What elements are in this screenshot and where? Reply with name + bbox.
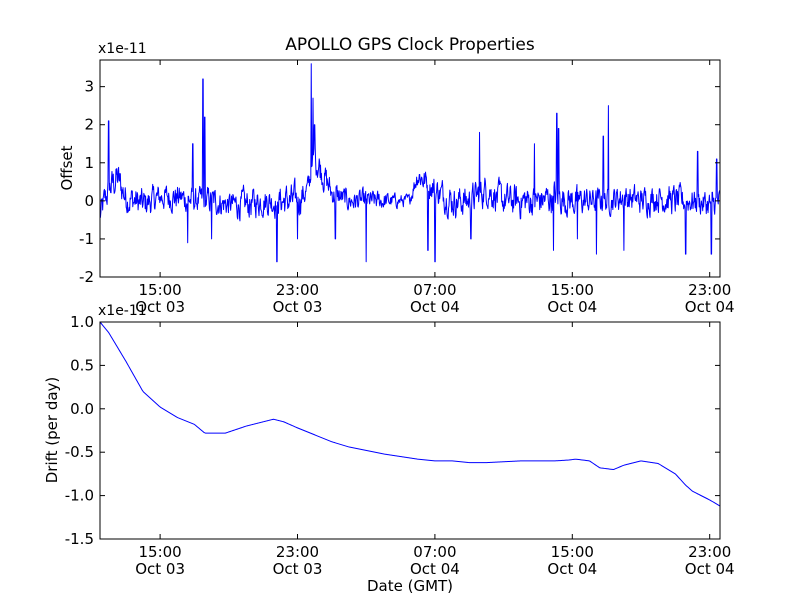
drift-series-line-0: [99, 321, 721, 507]
offset-x-tick-date: Oct 04: [685, 298, 735, 316]
offset-y-multiplier: x1e-11: [98, 41, 147, 57]
drift-axes-frame: [99, 321, 721, 540]
drift-y-axis-label: Drift (per day): [43, 377, 61, 484]
offset-x-tick-time: 15:00: [138, 281, 181, 299]
offset-y-tick-label: 3: [84, 78, 94, 96]
offset-x-tick-date: Oct 04: [547, 298, 597, 316]
offset-x-tick-time: 15:00: [551, 281, 594, 299]
offset-y-ticks: 3 2 1 0 -1 -2: [79, 78, 720, 286]
drift-x-axis-label: Date (GMT): [367, 577, 453, 595]
drift-y-ticks: 1.0 0.5 0.0 -0.5 -1.0 -1.5: [65, 313, 720, 548]
drift-y-tick-label: -1.0: [65, 487, 94, 505]
drift-x-tick-time: 15:00: [138, 543, 181, 561]
offset-series: [99, 63, 721, 263]
drift-x-tick-time: 23:00: [688, 543, 731, 561]
offset-x-tick-date: Oct 04: [410, 298, 460, 316]
offset-axes-frame: [99, 59, 721, 278]
offset-x-tick-time: 23:00: [688, 281, 731, 299]
drift-x-tick-date: Oct 03: [273, 560, 323, 578]
drift-series: [99, 321, 721, 507]
drift-x-tick-time: 15:00: [551, 543, 594, 561]
drift-x-tick-date: Oct 04: [547, 560, 597, 578]
drift-y-tick-label: -1.5: [65, 530, 94, 548]
drift-x-tick-date: Oct 04: [685, 560, 735, 578]
offset-x-tick-time: 23:00: [276, 281, 319, 299]
drift-y-tick-label: 1.0: [70, 313, 94, 331]
offset-y-axis-label: Offset: [58, 145, 76, 190]
drift-y-tick-label: 0.5: [70, 356, 94, 374]
offset-y-tick-label: 1: [84, 154, 94, 172]
offset-y-tick-label: -1: [79, 230, 94, 248]
offset-series-line-0: [99, 63, 721, 263]
offset-x-tick-date: Oct 03: [273, 298, 323, 316]
drift-x-tick-time: 07:00: [413, 543, 456, 561]
drift-x-tick-date: Oct 04: [410, 560, 460, 578]
drift-y-tick-label: 0.0: [70, 400, 94, 418]
drift-x-tick-time: 23:00: [276, 543, 319, 561]
offset-y-tick-label: 0: [84, 192, 94, 210]
drift-y-tick-label: -0.5: [65, 443, 94, 461]
offset-y-tick-label: 2: [84, 116, 94, 134]
offset-y-tick-label: -2: [79, 268, 94, 286]
drift-x-tick-date: Oct 03: [135, 560, 185, 578]
chart-title: APOLLO GPS Clock Properties: [285, 35, 535, 55]
offset-x-tick-date: Oct 03: [135, 298, 185, 316]
drift-y-multiplier: x1e-11: [98, 303, 147, 319]
offset-x-tick-time: 07:00: [413, 281, 456, 299]
